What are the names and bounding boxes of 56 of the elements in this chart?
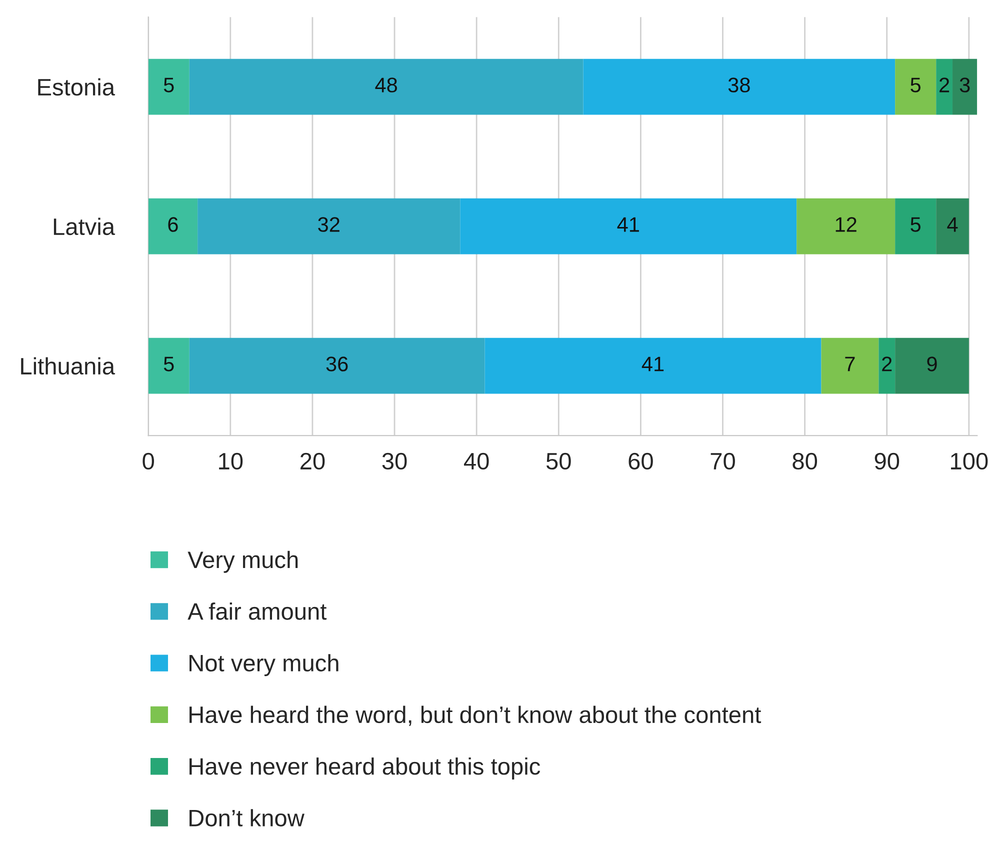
data-label: 5 bbox=[164, 356, 174, 372]
bar bbox=[952, 58, 978, 115]
x-tick-label: 80 bbox=[792, 452, 818, 470]
y-tick-label: Estonia bbox=[38, 78, 116, 96]
bar bbox=[198, 198, 460, 254]
x-tick-label: 0 bbox=[142, 452, 154, 470]
data-label: 41 bbox=[642, 356, 664, 372]
x-tick-label: 30 bbox=[382, 452, 407, 470]
bar bbox=[583, 58, 896, 115]
data-label: 9 bbox=[927, 356, 937, 372]
x-tick-label: 20 bbox=[300, 452, 325, 470]
data-label: 5 bbox=[910, 78, 921, 92]
data-label: 2 bbox=[940, 78, 950, 92]
data-label: 6 bbox=[168, 217, 178, 232]
x-tick-label: 40 bbox=[464, 452, 489, 470]
bar bbox=[189, 338, 485, 394]
bar bbox=[189, 58, 584, 115]
legend-label: A fair amount bbox=[188, 602, 327, 620]
x-tick-label: 90 bbox=[874, 452, 900, 470]
bar bbox=[796, 198, 896, 254]
bar bbox=[148, 58, 190, 115]
data-label: 4 bbox=[947, 217, 958, 232]
data-label: 7 bbox=[845, 356, 855, 372]
bar bbox=[895, 338, 969, 394]
data-label: 41 bbox=[617, 217, 639, 232]
data-label: 2 bbox=[882, 356, 892, 372]
bar bbox=[936, 58, 953, 115]
legend-label: Not very much bbox=[190, 654, 338, 676]
data-label: 3 bbox=[960, 78, 970, 92]
data-label: 32 bbox=[318, 217, 340, 232]
bar bbox=[895, 198, 936, 254]
x-tick-label: 50 bbox=[546, 452, 571, 470]
legend-label: Don’t know bbox=[190, 809, 304, 826]
bar bbox=[484, 338, 822, 394]
bar bbox=[460, 198, 797, 254]
data-label: 12 bbox=[836, 217, 856, 232]
x-tick-label: 60 bbox=[628, 452, 653, 470]
bar bbox=[821, 338, 879, 394]
data-label: 5 bbox=[164, 78, 174, 92]
x-tick-label: 10 bbox=[219, 452, 243, 470]
data-label: 48 bbox=[375, 78, 397, 92]
bar bbox=[148, 338, 190, 394]
x-tick-label: 100 bbox=[951, 452, 988, 470]
data-label: 36 bbox=[326, 356, 348, 372]
data-label: 38 bbox=[728, 78, 750, 92]
legend-label: Have never heard about this topic bbox=[190, 757, 540, 780]
bar bbox=[878, 338, 896, 394]
bar bbox=[895, 58, 936, 115]
legend-label: Very much bbox=[188, 550, 298, 573]
bar bbox=[936, 198, 969, 254]
data-label: 5 bbox=[910, 217, 921, 232]
y-tick-label: Lithuania bbox=[21, 357, 116, 375]
y-tick-label: Latvia bbox=[54, 218, 116, 236]
x-tick-label: 70 bbox=[710, 452, 735, 470]
legend-label: Have heard the word, but don’t know about the content bbox=[190, 706, 762, 726]
bar bbox=[148, 198, 198, 254]
